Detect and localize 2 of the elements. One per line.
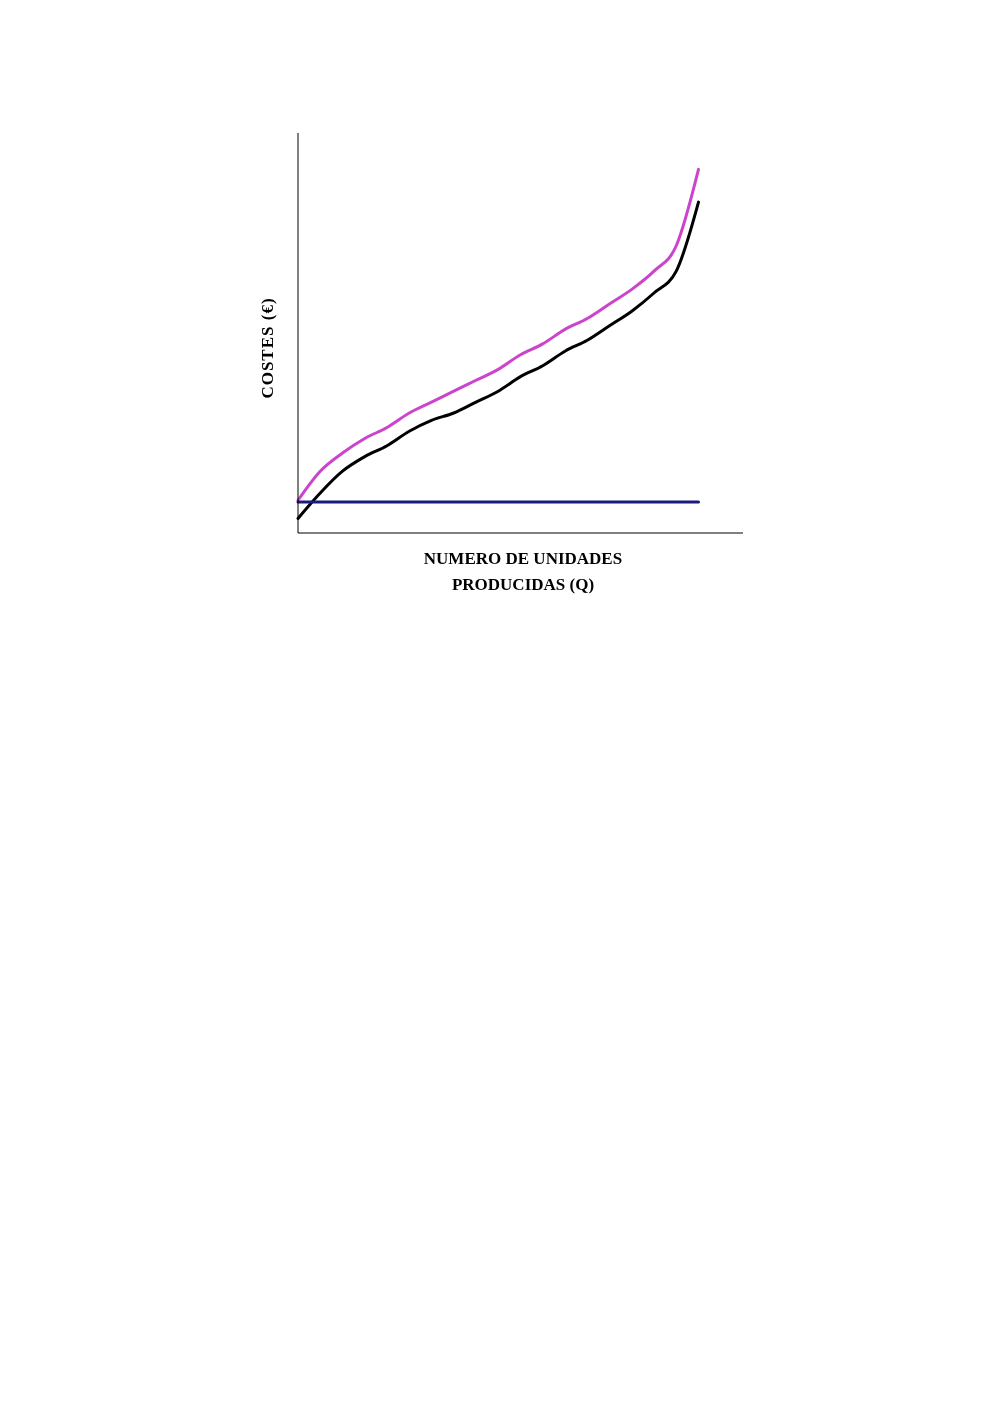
x-axis-title: NUMERO DE UNIDADES PRODUCIDAS (Q) (422, 548, 624, 596)
y-axis-title: COSTES (€) (258, 297, 278, 399)
